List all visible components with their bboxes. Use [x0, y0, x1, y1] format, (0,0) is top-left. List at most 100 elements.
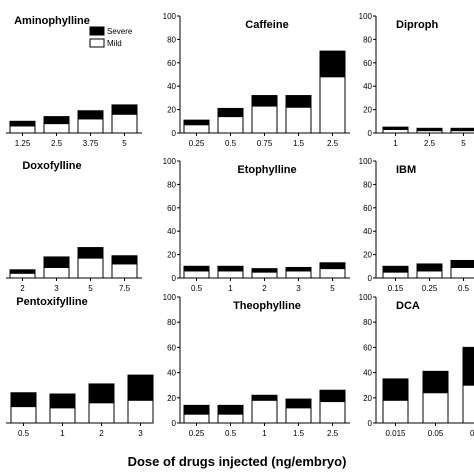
bar-mild: [127, 399, 154, 424]
bar-mild: [77, 118, 104, 134]
panel-title: Theophylline: [233, 300, 301, 312]
y-tick-label: 20: [363, 106, 372, 115]
bar-mild: [450, 266, 474, 279]
x-tick-label: 3: [296, 284, 301, 293]
bar-mild: [285, 407, 312, 424]
x-tick-label: 0.25: [422, 284, 438, 293]
x-tick-label: 0.5: [18, 429, 30, 438]
bar-mild: [111, 113, 138, 134]
y-tick-label: 80: [167, 35, 176, 44]
bar-mild: [285, 270, 312, 279]
y-tick-label: 0: [368, 129, 373, 138]
x-tick-label: 0.5: [191, 284, 203, 293]
y-tick-label: 0: [368, 274, 373, 283]
x-tick-label: 1: [60, 429, 65, 438]
bar-mild: [462, 384, 474, 424]
bar-severe: [77, 110, 104, 120]
y-tick-label: 80: [167, 180, 176, 189]
bar-mild: [251, 105, 278, 134]
x-tick-label: 3.75: [83, 139, 99, 148]
x-tick-label: 0.5: [458, 284, 470, 293]
x-tick-label: 7.5: [119, 284, 131, 293]
bar-severe: [285, 266, 312, 272]
x-tick-label: 3: [54, 284, 59, 293]
x-tick-label: 1.25: [15, 139, 31, 148]
x-tick-label: 5: [461, 139, 466, 148]
bar-mild: [416, 130, 443, 134]
y-tick-label: 40: [363, 82, 372, 91]
bar-severe: [183, 119, 210, 126]
x-tick-label: 1.5: [293, 429, 305, 438]
bar-severe: [285, 95, 312, 108]
y-tick-label: 20: [167, 251, 176, 260]
bar-mild: [77, 257, 104, 279]
legend-mild-swatch: [89, 38, 105, 48]
panel-title: IBM: [396, 164, 416, 176]
y-tick-label: 100: [359, 12, 373, 21]
bar-mild: [251, 399, 278, 424]
x-tick-label: 2: [20, 284, 25, 293]
panel-aminophylline: Aminophylline 1.25 2.5 3.75 5: [6, 15, 142, 148]
x-tick-label: 1: [228, 284, 233, 293]
bar-mild: [111, 263, 138, 279]
x-tick-label: 5: [122, 139, 127, 148]
bar-severe: [43, 256, 70, 268]
bar-mild: [422, 392, 449, 424]
panel-doxofylline: Doxofylline 2 3 5 7.5: [6, 160, 142, 293]
y-tick-label: 60: [363, 59, 372, 68]
bar-severe: [217, 107, 244, 118]
y-tick-label: 20: [167, 394, 176, 403]
y-tick-label: 60: [167, 59, 176, 68]
bar-severe: [88, 383, 115, 404]
bar-mild: [43, 266, 70, 279]
y-tick-label: 80: [363, 180, 372, 189]
bar-severe: [111, 255, 138, 265]
y-tick-label: 80: [167, 318, 176, 327]
bar-mild: [217, 413, 244, 424]
y-tick-label: 60: [363, 204, 372, 213]
bar-mild: [319, 76, 346, 134]
x-tick-label: 0.25: [189, 139, 205, 148]
y-tick-label: 40: [167, 227, 176, 236]
bar-severe: [183, 265, 210, 272]
panel-title: Etophylline: [237, 164, 296, 176]
y-tick-label: 20: [167, 106, 176, 115]
y-tick-label: 100: [163, 293, 177, 302]
x-tick-label: 0.05: [428, 429, 444, 438]
bar-mild: [183, 270, 210, 279]
bar-mild: [450, 130, 474, 134]
x-tick-label: 2: [99, 429, 104, 438]
x-tick-label: 2.5: [327, 429, 339, 438]
bar-severe: [77, 247, 104, 259]
x-tick-label: 2: [262, 284, 267, 293]
panel-title: Aminophylline: [14, 15, 90, 27]
x-tick-label: 2.5: [51, 139, 63, 148]
bar-severe: [319, 262, 346, 270]
x-tick-label: 0.5: [225, 429, 237, 438]
x-tick-label: 1: [393, 139, 398, 148]
bar-severe: [382, 265, 409, 273]
bar-severe: [422, 370, 449, 394]
x-tick-label: 5: [88, 284, 93, 293]
panel-theophylline: 0 20 40 60 80 100 Theophylline 0.25 0.5 1 1.5 2.5: [163, 293, 350, 438]
bar-severe: [251, 95, 278, 107]
bar-severe: [251, 394, 278, 401]
figure-xlabel: Dose of drugs injected (ng/embryo): [128, 454, 347, 469]
bar-mild: [382, 399, 409, 424]
bar-mild: [319, 401, 346, 424]
panel-etophylline: 0 20 40 60 80 100 Etophylline 0.5 1 2 3 5: [163, 157, 350, 293]
y-tick-label: 20: [363, 251, 372, 260]
y-tick-label: 40: [167, 82, 176, 91]
bar-mild: [9, 125, 36, 134]
bar-severe: [285, 398, 312, 409]
bar-mild: [183, 413, 210, 424]
bar-severe: [217, 404, 244, 415]
bar-mild: [285, 106, 312, 134]
x-tick-label: 0.75: [257, 139, 273, 148]
bar-mild: [43, 123, 70, 134]
bar-severe: [9, 269, 36, 274]
x-tick-label: 0.015: [385, 429, 406, 438]
panel-dca: 0 20 40 60 80 100 DCA 0.015 0.05 0.1: [359, 293, 474, 438]
